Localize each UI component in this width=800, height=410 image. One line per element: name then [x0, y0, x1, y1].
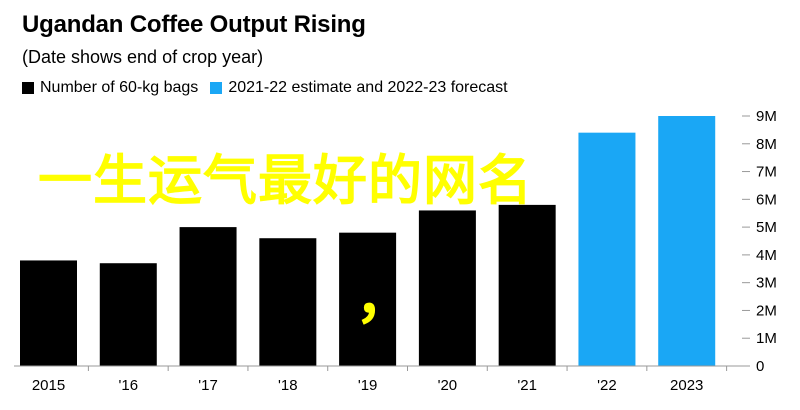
x-tick-label-8: 2023 — [670, 377, 703, 394]
bar-6 — [498, 204, 556, 366]
y-tick-label-5: 5M — [756, 219, 777, 236]
x-tick-label-7: '22 — [597, 377, 617, 394]
y-tick-label-7: 7M — [756, 164, 777, 181]
bar-3 — [259, 238, 317, 366]
x-tick-label-5: '20 — [438, 377, 458, 394]
bar-5 — [418, 210, 476, 366]
chart-subtitle: (Date shows end of crop year) — [22, 47, 264, 67]
legend-item-bags: Number of 60-kg bags — [22, 79, 198, 97]
bar-8 — [658, 116, 716, 366]
x-tick-label-2: '17 — [198, 377, 218, 394]
x-tick-label-6: '21 — [517, 377, 537, 394]
chart-title: Ugandan Coffee Output Rising — [22, 11, 366, 38]
bar-0 — [20, 260, 77, 366]
bar-7 — [578, 132, 636, 366]
y-tick-label-8: 8M — [756, 136, 777, 153]
x-tick-label-3: '18 — [278, 377, 298, 394]
y-tick-label-9: 9M — [756, 108, 777, 125]
x-tick-label-1: '16 — [118, 377, 138, 394]
legend-label-forecast: 2021-22 estimate and 2022-23 forecast — [228, 79, 508, 96]
y-tick-label-2: 2M — [756, 302, 777, 319]
y-tick-label-1: 1M — [756, 330, 777, 347]
bar-4 — [339, 232, 397, 366]
x-tick-label-0: 2015 — [32, 377, 65, 394]
y-tick-label-0: 0 — [756, 358, 764, 375]
legend-item-forecast: 2021-22 estimate and 2022-23 forecast — [210, 79, 508, 97]
y-tick-label-3: 3M — [756, 275, 777, 292]
legend-swatch-bags — [22, 82, 34, 94]
y-tick-label-6: 6M — [756, 191, 777, 208]
legend-swatch-forecast — [210, 82, 223, 94]
legend-label-bags: Number of 60-kg bags — [40, 79, 199, 96]
bar-2 — [179, 227, 237, 366]
legend: Number of 60-kg bags 2021-22 estimate an… — [22, 79, 520, 97]
y-tick-label-4: 4M — [756, 247, 777, 264]
bar-1 — [99, 263, 157, 366]
x-tick-label-4: '19 — [358, 377, 378, 394]
